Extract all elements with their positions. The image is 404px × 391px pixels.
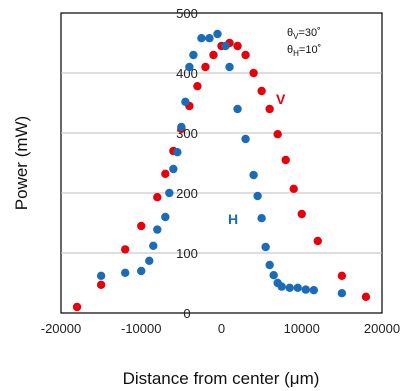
data-point-v (137, 221, 146, 231)
data-point-h (149, 241, 158, 250)
data-point-v (193, 82, 202, 91)
data-point-h (177, 122, 186, 132)
data-point-v (297, 209, 306, 219)
annotation-theta-v: θV=30˚ (287, 27, 321, 41)
data-point-v (289, 184, 298, 193)
y-tick-label: 200 (176, 186, 198, 201)
data-point-v (281, 155, 290, 165)
data-point-h (337, 289, 347, 298)
data-point-h (277, 282, 286, 291)
series-label-v: V (276, 91, 286, 107)
svg-text:θV=30˚: θV=30˚ (287, 27, 321, 41)
data-point-h (205, 34, 214, 43)
data-point-v (273, 130, 282, 139)
data-point-v (337, 271, 347, 280)
x-tick-label: 20000 (364, 321, 400, 336)
data-point-v (257, 86, 266, 96)
data-point-v (153, 193, 162, 202)
data-point-v (313, 236, 322, 246)
x-tick-label: -10000 (121, 321, 161, 336)
data-point-h (233, 104, 242, 114)
data-point-v (233, 41, 242, 51)
x-tick-label: 0 (218, 321, 225, 336)
y-axis-title: Power (mW) (12, 116, 31, 210)
gridlines (61, 72, 382, 254)
data-points (72, 29, 371, 312)
data-point-h (301, 285, 310, 294)
y-tick-label: 100 (176, 246, 198, 261)
x-tick-label: 10000 (284, 321, 320, 336)
data-point-h (197, 34, 206, 43)
data-point-h (261, 242, 270, 252)
x-tick-label: -20000 (41, 321, 81, 336)
x-axis-title: Distance from center (μm) (123, 369, 320, 388)
data-point-h (293, 283, 302, 292)
y-tick-label: 0 (183, 306, 190, 321)
data-point-h (189, 50, 198, 60)
data-point-h (165, 188, 174, 198)
data-point-v (249, 68, 258, 78)
data-point-v (72, 302, 82, 312)
data-point-h (181, 97, 190, 107)
data-point-h (225, 62, 234, 72)
data-point-h (161, 212, 170, 222)
data-point-h (173, 148, 182, 157)
data-point-h (121, 268, 130, 277)
data-point-h (241, 134, 250, 144)
data-point-h (249, 170, 258, 180)
data-point-h (153, 225, 162, 234)
data-point-v (209, 50, 218, 60)
data-point-h (185, 62, 194, 72)
y-tick-label: 500 (176, 6, 198, 21)
data-point-v (265, 104, 274, 114)
data-point-h (169, 164, 178, 174)
data-point-v (361, 292, 371, 301)
svg-text:θH=10˚: θH=10˚ (287, 44, 321, 58)
data-point-h (221, 41, 230, 51)
data-point-h (137, 266, 146, 276)
data-point-h (213, 29, 222, 39)
data-point-h (265, 260, 274, 270)
data-point-h (257, 214, 266, 223)
annotation-theta-h: θH=10˚ (287, 44, 321, 58)
data-point-v (241, 50, 250, 60)
data-point-h (145, 256, 154, 265)
data-point-h (253, 191, 262, 201)
data-point-h (309, 286, 318, 295)
data-point-v (161, 169, 170, 178)
data-point-h (285, 283, 294, 292)
series-label-h: H (228, 211, 238, 227)
data-point-v (96, 280, 106, 289)
data-point-h (269, 271, 278, 280)
data-point-h (96, 271, 106, 280)
plot-frame (60, 12, 383, 314)
data-point-v (201, 62, 210, 72)
data-point-v (121, 245, 130, 254)
